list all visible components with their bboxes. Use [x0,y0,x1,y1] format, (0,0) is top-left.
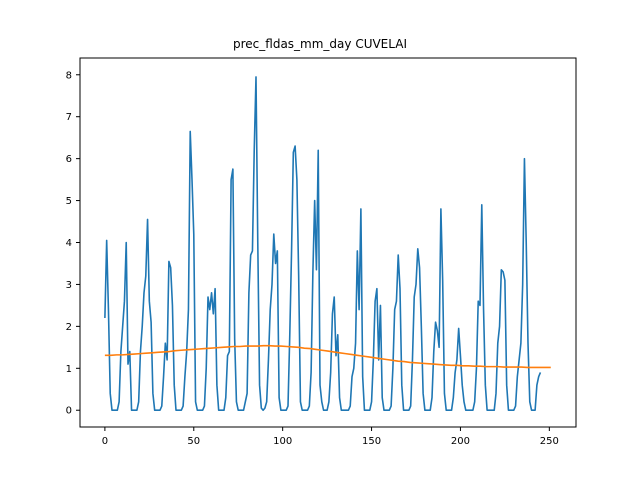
plot-area [104,76,551,412]
x-tick-label: 50 [187,436,200,447]
y-tick-label: 8 [66,70,72,81]
y-tick-label: 0 [66,406,72,417]
y-tick-label: 6 [66,154,72,165]
y-tick-label: 5 [66,196,72,207]
y-tick-label: 2 [66,322,72,333]
x-tick-label: 250 [540,436,559,447]
x-tick-label: 200 [451,436,470,447]
series-line-2 [104,344,551,369]
chart-title: prec_fldas_mm_day CUVELAI [233,37,407,51]
x-tick-label: 100 [273,436,292,447]
x-tick-label: 150 [362,436,381,447]
axis-ticks: 0 50 100 150 200 250 0 1 2 3 4 5 6 7 8 [66,70,559,447]
series-line-1 [104,76,542,412]
axes-frame [79,57,577,428]
x-tick-label: 0 [102,436,108,447]
y-tick-label: 4 [66,238,72,249]
y-tick-label: 3 [66,280,72,291]
y-tick-label: 7 [66,112,72,123]
y-tick-label: 1 [66,364,72,375]
